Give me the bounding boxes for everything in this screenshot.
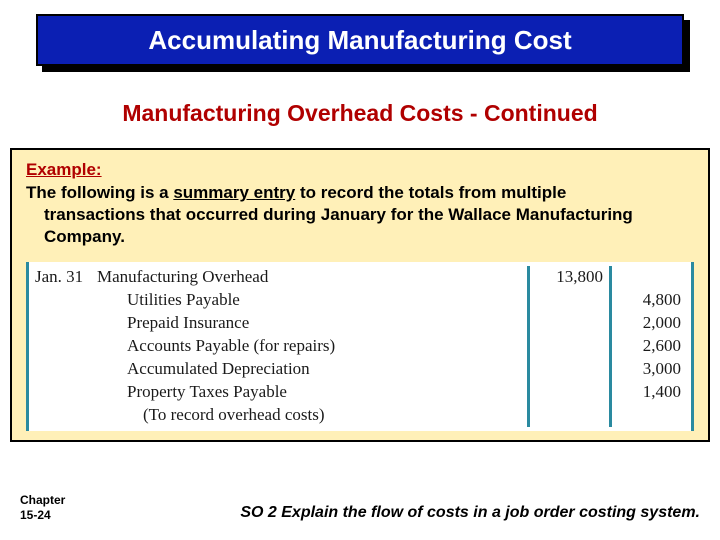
journal-credit-account: Property Taxes Payable <box>93 381 527 404</box>
journal-credit-amount: 2,600 <box>609 335 691 358</box>
slide-subtitle: Manufacturing Overhead Costs - Continued <box>0 100 720 127</box>
journal-credit-row: Accumulated Depreciation 3,000 <box>29 358 691 381</box>
slide-footer: Chapter 15-24 SO 2 Explain the flow of c… <box>20 493 700 522</box>
journal-entry: Jan. 31 Manufacturing Overhead 13,800 Ut… <box>26 262 694 431</box>
example-line1a: The following is a <box>26 183 173 202</box>
example-summary: summary entry <box>173 183 295 202</box>
example-line1b: to record the totals from multiple <box>295 183 566 202</box>
journal-date: Jan. 31 <box>29 266 93 289</box>
journal-credit-row: Property Taxes Payable 1,400 <box>29 381 691 404</box>
journal-debit-row: Jan. 31 Manufacturing Overhead 13,800 <box>29 266 691 289</box>
journal-credit-blank <box>609 266 691 289</box>
example-box: Example: The following is a summary entr… <box>10 148 710 442</box>
journal-credit-amount: 4,800 <box>609 289 691 312</box>
journal-credit-row: Utilities Payable 4,800 <box>29 289 691 312</box>
journal-credit-row: Prepaid Insurance 2,000 <box>29 312 691 335</box>
example-line2: transactions that occurred during Januar… <box>26 204 694 226</box>
journal-credit-account: Prepaid Insurance <box>93 312 527 335</box>
journal-credit-amount: 1,400 <box>609 381 691 404</box>
journal-debit-amount: 13,800 <box>527 266 609 289</box>
journal-memo: (To record overhead costs) <box>93 404 527 427</box>
journal-credit-amount: 3,000 <box>609 358 691 381</box>
chapter-ref: Chapter 15-24 <box>20 493 65 522</box>
example-text: The following is a summary entry to reco… <box>26 182 694 248</box>
chapter-label: Chapter <box>20 493 65 507</box>
journal-credit-account: Accounts Payable (for repairs) <box>93 335 527 358</box>
title-box: Accumulating Manufacturing Cost <box>36 14 684 66</box>
journal-credit-account: Accumulated Depreciation <box>93 358 527 381</box>
journal-credit-amount: 2,000 <box>609 312 691 335</box>
slide-title-container: Accumulating Manufacturing Cost <box>36 14 684 66</box>
example-line3: Company. <box>26 226 694 248</box>
example-label: Example: <box>26 160 102 179</box>
journal-credit-row: Accounts Payable (for repairs) 2,600 <box>29 335 691 358</box>
slide-title: Accumulating Manufacturing Cost <box>148 25 571 56</box>
journal-credit-account: Utilities Payable <box>93 289 527 312</box>
chapter-number: 15-24 <box>20 508 51 522</box>
journal-memo-row: (To record overhead costs) <box>29 404 691 427</box>
journal-debit-account: Manufacturing Overhead <box>93 266 527 289</box>
study-objective: SO 2 Explain the flow of costs in a job … <box>240 504 700 522</box>
